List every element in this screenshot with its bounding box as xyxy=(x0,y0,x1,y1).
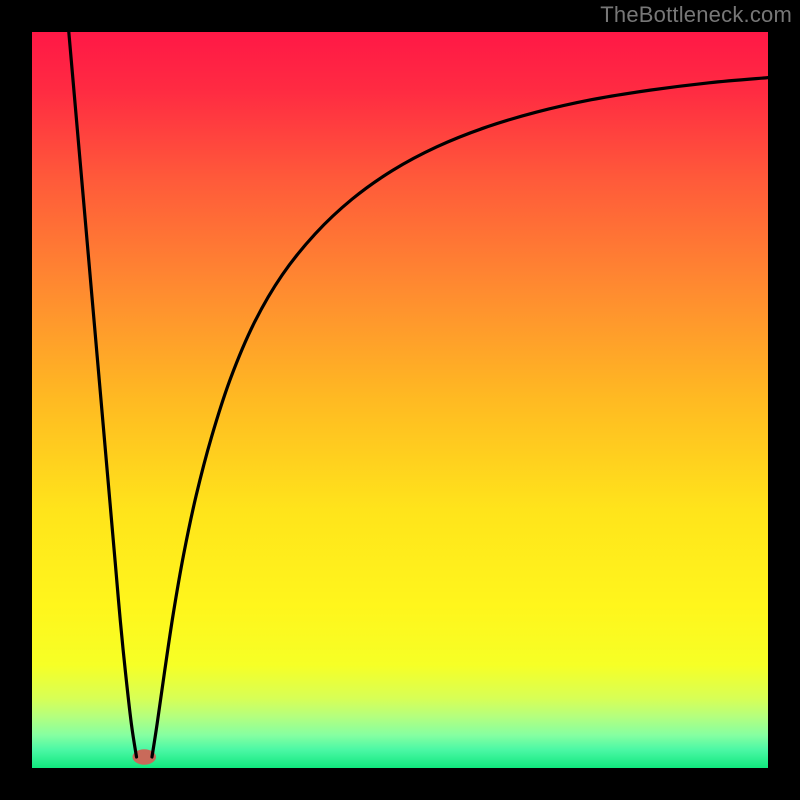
plot-area xyxy=(32,32,768,768)
chart-container: TheBottleneck.com xyxy=(0,0,800,800)
watermark-label: TheBottleneck.com xyxy=(600,2,792,28)
curve-right_branch xyxy=(152,78,768,757)
curves-layer xyxy=(32,32,768,768)
curve-left_branch xyxy=(69,32,137,757)
